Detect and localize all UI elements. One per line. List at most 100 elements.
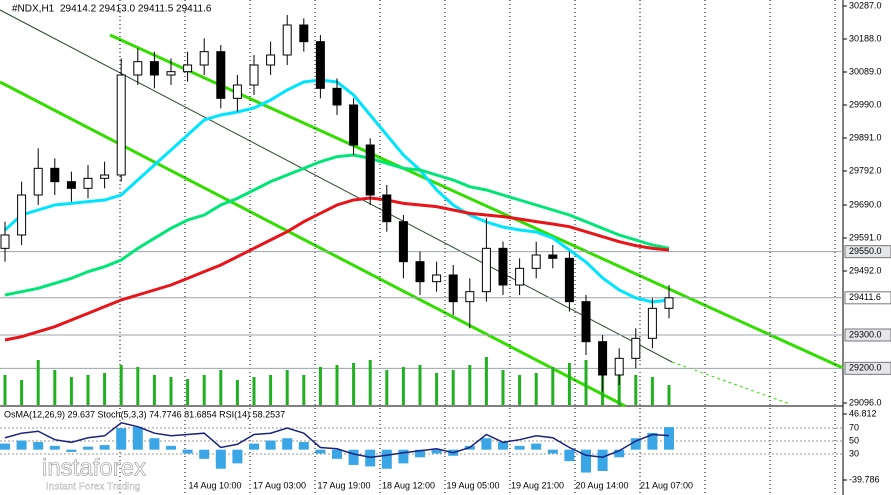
osma-bar bbox=[531, 443, 542, 450]
candle-body bbox=[531, 254, 541, 269]
volume-bar bbox=[518, 375, 522, 405]
candle-body bbox=[432, 274, 442, 283]
candle-body bbox=[100, 174, 110, 179]
watermark-tagline: Instant Forex Trading bbox=[46, 482, 141, 493]
osma-bar bbox=[132, 426, 143, 450]
candle-body bbox=[216, 51, 226, 99]
osma-bar bbox=[66, 449, 77, 452]
x-tick-label: 18 Aug 12:00 bbox=[382, 480, 435, 490]
y-tick-label: 29792.0 bbox=[849, 165, 882, 175]
volume-bar bbox=[186, 379, 190, 405]
volume-bar bbox=[352, 363, 356, 405]
channel-line bbox=[109, 33, 844, 370]
rsi-line bbox=[4, 421, 670, 459]
volume-bar bbox=[650, 377, 654, 405]
osma-bar bbox=[514, 445, 525, 450]
volume-bar bbox=[551, 367, 555, 405]
candle-body bbox=[199, 51, 209, 66]
osma-bar bbox=[282, 438, 293, 450]
volume-bar bbox=[219, 370, 223, 405]
candle-body bbox=[564, 257, 574, 303]
candle-body bbox=[664, 297, 674, 309]
symbol-title: #NDX,H1 bbox=[12, 4, 55, 15]
volume-bar bbox=[617, 370, 621, 405]
y-tick-label: 30287.0 bbox=[849, 0, 882, 10]
candle-body bbox=[315, 41, 325, 89]
x-tick-label: 20 Aug 14:00 bbox=[575, 480, 628, 490]
volume-bar bbox=[401, 367, 405, 405]
volume-bar bbox=[136, 367, 140, 405]
candle-body bbox=[149, 61, 159, 76]
candle-body bbox=[183, 64, 193, 73]
osma-bar bbox=[265, 440, 276, 450]
osma-bar bbox=[149, 438, 160, 450]
osma-bar bbox=[332, 449, 342, 459]
osma-bar bbox=[398, 449, 409, 464]
candle-body bbox=[614, 357, 624, 376]
volume-bar bbox=[20, 380, 24, 405]
osma-bar bbox=[630, 438, 641, 450]
candle-body bbox=[332, 87, 342, 106]
candle-body bbox=[66, 181, 76, 189]
candle-body bbox=[282, 24, 292, 56]
x-tick-label: 21 Aug 07:00 bbox=[640, 480, 693, 490]
volume-bar bbox=[667, 385, 671, 405]
x-tick-label: 19 Aug 21:00 bbox=[511, 480, 564, 490]
y-tick-label: 29690.0 bbox=[849, 199, 882, 209]
price-level-box bbox=[844, 328, 891, 342]
volume-bar bbox=[501, 370, 505, 405]
watermark-logo bbox=[6, 454, 38, 486]
candle-body bbox=[50, 167, 60, 183]
osma-bar bbox=[564, 449, 575, 462]
y-tick-label: 30089.0 bbox=[849, 66, 882, 76]
volume-bar bbox=[53, 370, 57, 405]
rsi-level-label: 50 bbox=[849, 435, 859, 445]
candle-body bbox=[349, 104, 359, 146]
volume-bar bbox=[484, 357, 488, 405]
indicator-tick-label: 46.812 bbox=[849, 408, 877, 418]
candle-body bbox=[232, 84, 242, 99]
volume-bar bbox=[36, 360, 40, 405]
volume-bar bbox=[69, 377, 73, 405]
osma-bar bbox=[614, 449, 625, 458]
volume-bar bbox=[418, 365, 422, 405]
osma-bar bbox=[249, 443, 259, 450]
candle-body bbox=[415, 261, 425, 283]
volume-bar bbox=[86, 375, 90, 405]
ohlc-text: 29414.2 29413.0 29411.5 29411.6 bbox=[60, 4, 212, 15]
volume-bar bbox=[103, 373, 107, 405]
candle-body bbox=[581, 301, 591, 343]
osma-bar bbox=[116, 428, 127, 450]
candle-body bbox=[465, 291, 475, 303]
volume-bar bbox=[534, 373, 538, 405]
moving-average bbox=[4, 196, 670, 342]
indicator-label: OsMA(12,26,9) 29.637 Stoch(5,3,3) 74.774… bbox=[4, 409, 285, 419]
volume-bar bbox=[252, 377, 256, 405]
volume-bar bbox=[3, 375, 7, 405]
candle-body bbox=[515, 267, 525, 286]
volume-bar bbox=[152, 375, 156, 405]
candle-body bbox=[365, 144, 375, 196]
volume-bar bbox=[567, 363, 571, 405]
osma-bar bbox=[182, 449, 193, 454]
candle-body bbox=[631, 337, 641, 359]
candle-body bbox=[83, 177, 93, 189]
candle-body bbox=[548, 254, 558, 259]
moving-average bbox=[4, 153, 670, 297]
osma-bar bbox=[415, 449, 425, 458]
osma-bar bbox=[16, 440, 27, 450]
osma-bar bbox=[0, 443, 10, 450]
price-level-label: 29550.0 bbox=[849, 246, 882, 256]
volume-bar bbox=[202, 375, 206, 405]
osma-bar bbox=[348, 449, 359, 465]
osma-bar bbox=[315, 449, 326, 454]
volume-bar bbox=[285, 370, 289, 405]
osma-bar bbox=[581, 449, 591, 473]
volume-bar bbox=[451, 370, 455, 405]
candle-body bbox=[33, 167, 43, 196]
candle-body bbox=[598, 341, 608, 376]
osma-bar bbox=[49, 445, 60, 450]
